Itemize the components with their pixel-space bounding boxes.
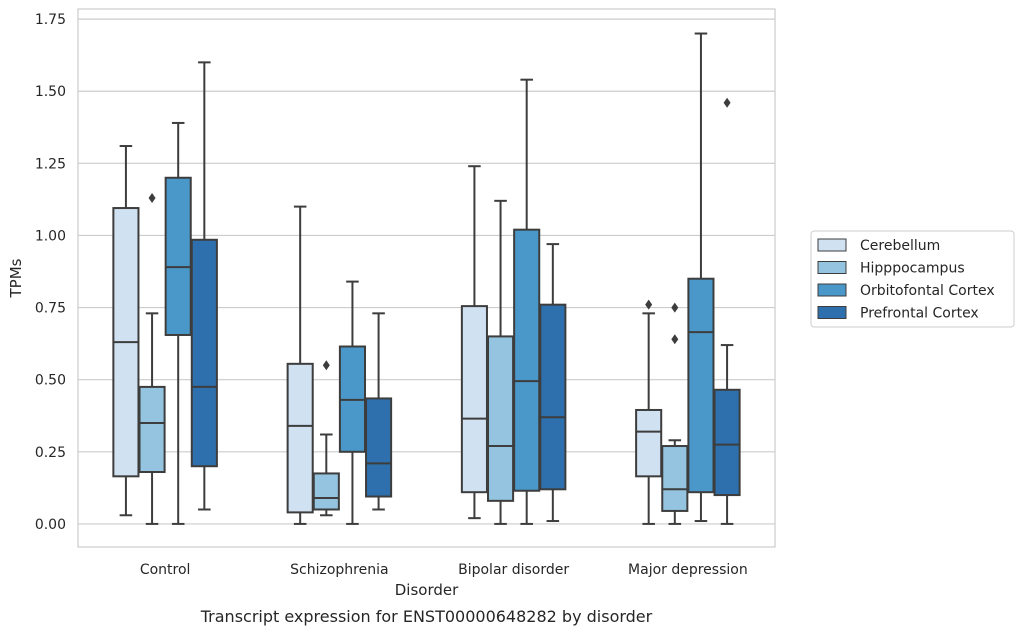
- legend-swatch: [817, 283, 847, 297]
- x-tick-label: Control: [140, 562, 191, 578]
- legend-entry: Orbitofontal Cortex: [860, 283, 995, 299]
- box: [365, 397, 393, 498]
- box: [687, 277, 715, 494]
- legend: Cerebellum Hipppocampus Orbitofontal Corte…: [810, 230, 1015, 328]
- box-plot: [312, 360, 340, 517]
- box-plot: [635, 299, 663, 525]
- x-tick-label: Major depression: [628, 562, 748, 578]
- box-plot: [513, 78, 541, 525]
- box-plot: [365, 312, 393, 511]
- x-tick-label: Schizophrenia: [290, 562, 388, 578]
- x-tick-labels: Control Schizophrenia Bipolar disorder Majo…: [140, 562, 748, 578]
- box: [635, 408, 663, 478]
- outlier-marker: [148, 192, 156, 203]
- box-plot: [338, 280, 366, 525]
- legend-swatch: [817, 261, 847, 274]
- box: [539, 303, 567, 491]
- legend-swatch: [817, 306, 847, 319]
- outlier-marker: [671, 334, 679, 345]
- box: [164, 176, 192, 336]
- box-plot: [112, 145, 140, 517]
- box: [487, 335, 515, 502]
- box-plots: [112, 32, 741, 525]
- chart-caption: Transcript expression for ENST0000064828…: [200, 607, 653, 626]
- box: [713, 388, 741, 497]
- box-plot: [687, 32, 715, 523]
- y-tick-label: 0.75: [35, 301, 66, 317]
- y-tick-labels: 0.00 0.25 0.50 0.75 1.00 1.25 1.50 1.75: [35, 12, 66, 533]
- y-tick-label: 0.00: [35, 517, 66, 533]
- legend-entry: Cerebellum: [860, 238, 940, 254]
- box-plot: [487, 199, 515, 525]
- plot-frame: [77, 8, 776, 548]
- y-tick-label: 0.25: [35, 445, 66, 461]
- box: [312, 472, 340, 511]
- x-tick-label: Bipolar disorder: [458, 562, 569, 578]
- box: [661, 445, 689, 512]
- box: [190, 238, 218, 468]
- box: [460, 305, 488, 494]
- y-tick-label: 1.75: [35, 12, 66, 28]
- y-axis-title: TPMs: [7, 258, 25, 298]
- outlier-marker: [723, 97, 731, 108]
- y-tick-label: 1.25: [35, 156, 66, 172]
- outlier-marker: [645, 299, 653, 310]
- y-tick-label: 1.00: [35, 228, 66, 244]
- box-plot: [286, 205, 314, 525]
- box: [286, 362, 314, 514]
- outlier-marker: [322, 360, 330, 371]
- x-axis-title: Disorder: [395, 581, 459, 599]
- legend-entry: Prefrontal Cortex: [860, 306, 979, 322]
- y-tick-label: 1.50: [35, 84, 66, 100]
- legend-frame: [810, 230, 1015, 328]
- box-plot: [138, 192, 166, 525]
- box-plot: [661, 302, 689, 525]
- y-tick-label: 0.50: [35, 373, 66, 389]
- box: [513, 228, 541, 492]
- box-plot: [190, 61, 218, 511]
- box-plot: [164, 121, 192, 525]
- legend-swatch: [817, 238, 847, 252]
- outlier-marker: [671, 302, 679, 313]
- legend-entry: Hipppocampus: [860, 261, 965, 277]
- box-plot: [460, 165, 488, 520]
- box: [138, 385, 166, 473]
- box-plot: [713, 97, 741, 525]
- box-plot: [539, 243, 567, 523]
